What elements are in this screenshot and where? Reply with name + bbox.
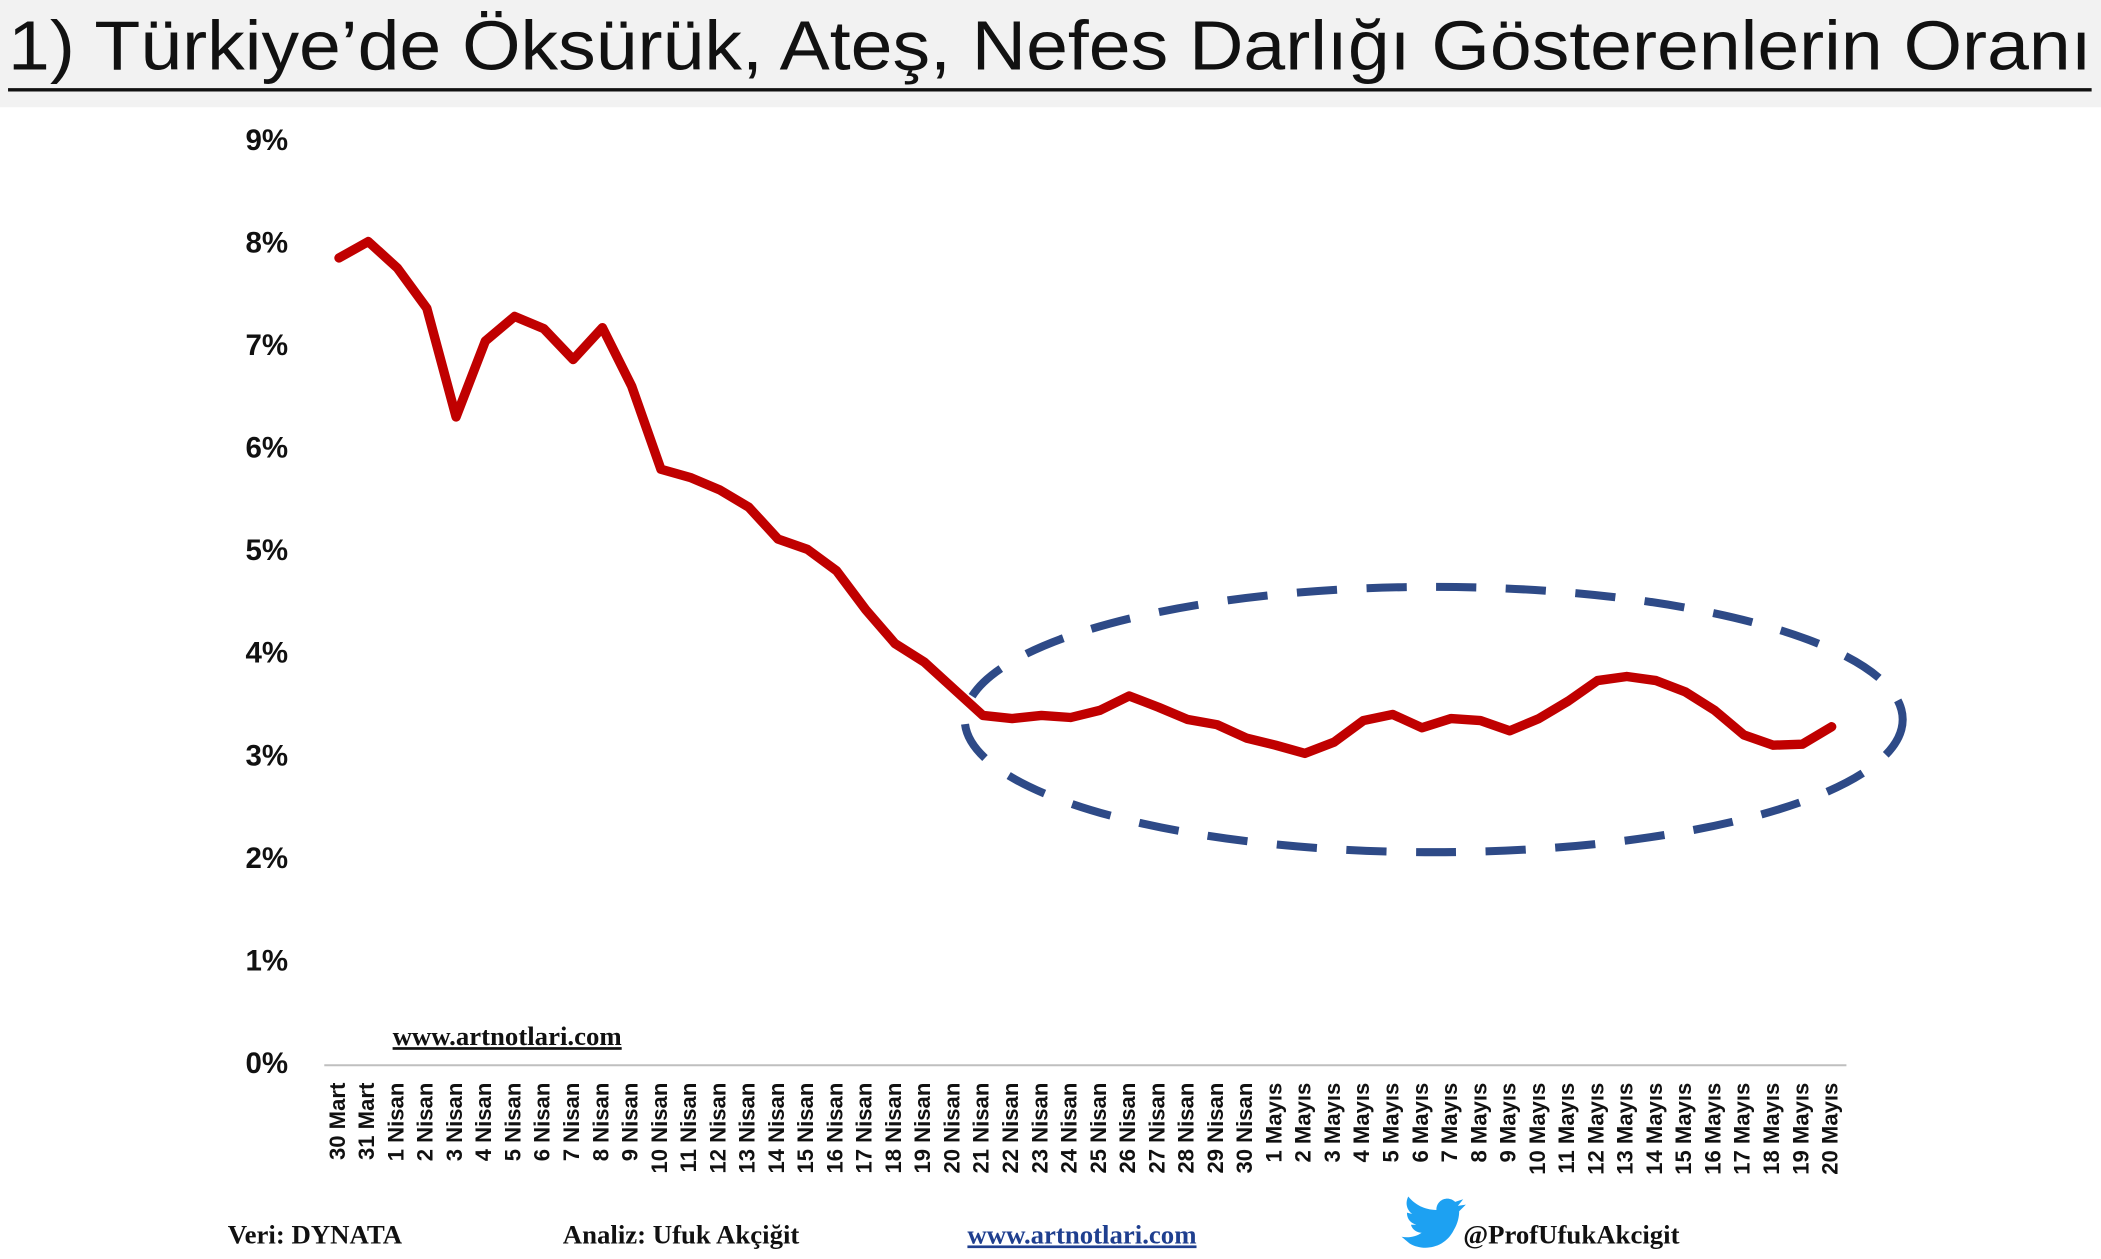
x-tick-label: 17 Mayıs [1730,1083,1755,1175]
x-tick-label: 23 Nisan [1027,1083,1052,1174]
x-tick-label: 18 Nisan [881,1083,906,1174]
x-tick-label: 27 Nisan [1144,1083,1169,1174]
x-tick-label: 15 Mayıs [1671,1083,1696,1175]
x-tick-label: 3 Mayıs [1320,1083,1345,1163]
x-tick-label: 7 Nisan [559,1083,584,1162]
x-tick-label: 19 Nisan [910,1083,935,1174]
x-tick-label: 12 Nisan [705,1083,730,1174]
x-tick-label: 17 Nisan [852,1083,877,1174]
x-tick-label: 6 Nisan [530,1083,555,1162]
y-tick-label: 6% [245,432,288,465]
x-tick-label: 2 Mayıs [1291,1083,1316,1163]
x-tick-label: 1 Mayıs [1261,1083,1286,1163]
x-tick-label: 31 Mart [354,1082,379,1160]
x-tick-label: 24 Nisan [1057,1083,1082,1174]
footer-website[interactable]: www.artnotlari.com [967,1219,1196,1249]
x-tick-label: 21 Nisan [969,1083,994,1174]
x-tick-label: 28 Nisan [1174,1083,1199,1174]
x-tick-label: 26 Nisan [1115,1083,1140,1174]
x-tick-label: 10 Mayıs [1525,1083,1550,1175]
x-tick-label: 14 Nisan [764,1083,789,1174]
x-tick-label: 8 Nisan [588,1083,613,1162]
x-tick-label: 29 Nisan [1203,1083,1228,1174]
y-tick-label: 2% [245,842,288,875]
x-tick-label: 11 Mayıs [1554,1083,1579,1174]
footer-twitter: @ProfUfukAkcigit [1463,1219,1679,1249]
chart-title: 1) Türkiye’de Öksürük, Ateş, Nefes Darlı… [8,6,2092,84]
data-line [334,236,1837,759]
x-tick-label: 5 Mayıs [1378,1083,1403,1163]
y-tick-label: 5% [245,534,288,567]
x-tick-label: 2 Nisan [413,1083,438,1162]
footer-analysis: Analiz: Ufuk Akçiğit [563,1219,800,1249]
x-tick-label: 9 Mayıs [1496,1083,1521,1163]
y-tick-label: 8% [245,226,288,259]
y-tick-label: 7% [245,329,288,362]
x-tick-label: 30 Mart [325,1082,350,1160]
x-tick-label: 14 Mayıs [1642,1083,1667,1175]
x-tick-label: 30 Nisan [1232,1083,1257,1174]
y-tick-label: 4% [245,637,288,670]
y-tick-label: 0% [245,1047,288,1080]
x-tick-label: 16 Nisan [822,1083,847,1174]
x-tick-label: 12 Mayıs [1583,1083,1608,1175]
x-tick-label: 20 Nisan [939,1083,964,1174]
x-tick-label: 11 Nisan [676,1083,701,1173]
x-tick-label: 9 Nisan [618,1083,643,1162]
footer-source: Veri: DYNATA [228,1219,403,1249]
x-tick-label: 8 Mayıs [1466,1083,1491,1163]
x-tick-label: 22 Nisan [998,1083,1023,1174]
x-tick-label: 5 Nisan [500,1083,525,1162]
x-tick-label: 20 Mayıs [1818,1083,1843,1175]
twitter-icon [1401,1196,1466,1248]
x-tick-label: 4 Mayıs [1349,1083,1374,1163]
x-tick-label: 25 Nisan [1086,1083,1111,1174]
x-tick-label: 4 Nisan [471,1083,496,1162]
x-tick-label: 15 Nisan [793,1083,818,1174]
y-tick-label: 1% [245,944,288,977]
x-tick-label: 16 Mayıs [1700,1083,1725,1175]
watermark: www.artnotlari.com [393,1021,622,1051]
x-tick-label: 19 Mayıs [1788,1083,1813,1175]
x-tick-label: 7 Mayıs [1437,1083,1462,1163]
x-tick-label: 3 Nisan [442,1083,467,1162]
highlight-ellipse [960,582,1907,857]
x-tick-label: 18 Mayıs [1759,1083,1784,1175]
x-tick-label: 10 Nisan [647,1083,672,1174]
x-tick-label: 13 Nisan [735,1083,760,1174]
y-tick-label: 9% [245,124,288,157]
x-tick-label: 13 Mayıs [1613,1083,1638,1175]
x-tick-label: 1 Nisan [383,1083,408,1162]
y-tick-label: 3% [245,739,288,772]
x-tick-label: 6 Mayıs [1408,1083,1433,1163]
